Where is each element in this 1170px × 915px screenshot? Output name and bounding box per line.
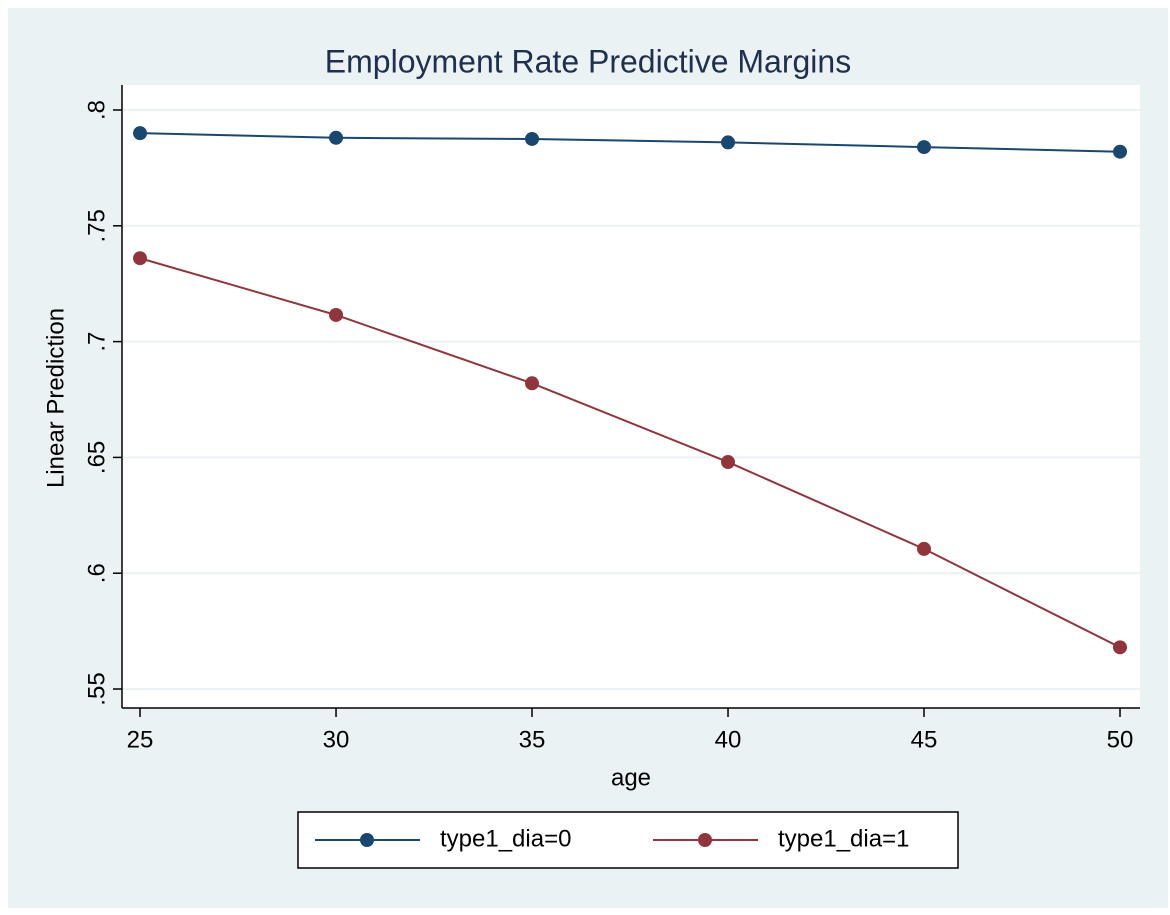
y-tick-label: .7 <box>83 332 110 352</box>
point <box>525 376 540 391</box>
y-tick-label: .65 <box>83 441 110 474</box>
y-axis-label: Linear Prediction <box>42 308 69 488</box>
y-tick-label: .8 <box>83 100 110 120</box>
point <box>1113 144 1128 159</box>
point <box>1113 640 1128 655</box>
point <box>721 455 736 470</box>
legend-label: type1_dia=1 <box>778 825 909 852</box>
x-tick-label: 50 <box>1107 726 1134 753</box>
point <box>133 126 148 141</box>
plot-region <box>122 85 1140 708</box>
x-tick-label: 40 <box>715 726 742 753</box>
legend-label: type1_dia=0 <box>440 825 571 852</box>
x-tick-label: 35 <box>519 726 546 753</box>
y-tick-label: .6 <box>83 563 110 583</box>
x-tick-label: 25 <box>127 726 154 753</box>
point <box>329 130 344 145</box>
x-tick-label: 45 <box>911 726 938 753</box>
x-axis-label: age <box>611 764 651 791</box>
series-line <box>140 132 1121 153</box>
point <box>721 135 736 150</box>
legend-marker <box>698 833 712 847</box>
y-tick-label: .55 <box>83 672 110 705</box>
point <box>525 131 540 146</box>
x-tick-label: 30 <box>323 726 350 753</box>
point <box>917 140 932 155</box>
point <box>133 251 148 266</box>
series-line <box>139 257 1121 649</box>
point <box>329 307 344 322</box>
point <box>917 541 932 556</box>
chart-title: Employment Rate Predictive Margins <box>325 43 851 79</box>
legend-marker <box>360 833 374 847</box>
y-tick-label: .75 <box>83 209 110 242</box>
